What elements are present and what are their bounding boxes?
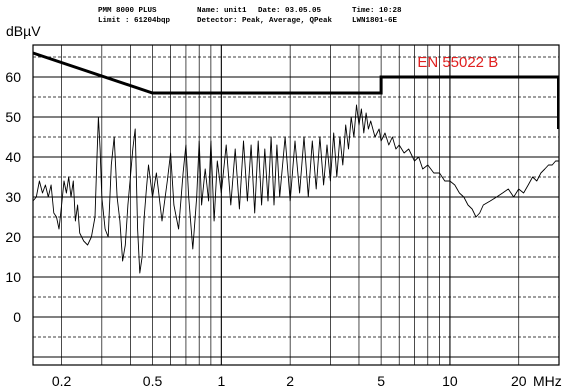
x-tick-label: 5 xyxy=(377,373,385,389)
y-tick-label: 50 xyxy=(5,109,21,125)
y-tick-label: 0 xyxy=(13,309,21,325)
x-tick-label: 10 xyxy=(442,373,458,389)
x-tick-label: 20 xyxy=(511,373,527,389)
y-tick-label: 10 xyxy=(5,269,21,285)
header-date: Date: 03.05.05 xyxy=(258,7,322,15)
header-detector: Detector: Peak, Average, QPeak xyxy=(197,17,333,25)
measurement-trace xyxy=(32,104,559,274)
header-name: Name: unit1 xyxy=(197,7,247,15)
y-tick-label: 40 xyxy=(5,149,21,165)
x-axis-unit-label: MHz xyxy=(533,373,562,389)
x-tick-label: 1 xyxy=(217,373,225,389)
x-tick-label: 0.5 xyxy=(143,373,163,389)
y-tick-label: 60 xyxy=(5,69,21,85)
trace-group xyxy=(32,104,559,274)
x-tick-label: 0.2 xyxy=(52,373,72,389)
header-device: LWN1801-6E xyxy=(352,17,398,25)
limit-label: EN 55022 B xyxy=(417,54,498,71)
y-tick-label: 20 xyxy=(5,229,21,245)
x-tick-label: 2 xyxy=(286,373,294,389)
y-axis-label: dBµV xyxy=(6,23,41,39)
limit-line-group xyxy=(32,51,559,129)
header-limit: Limit : 61204bqp xyxy=(98,17,171,25)
y-tick-labels: 0 10 20 30 40 50 60 xyxy=(5,69,21,325)
plot-frame xyxy=(32,44,560,366)
limit-line xyxy=(32,51,559,95)
header-time: Time: 10:28 xyxy=(352,7,402,15)
header-instrument: PMM 8000 PLUS xyxy=(98,7,157,15)
x-tick-labels: 0.2 0.5 1 2 5 10 20 xyxy=(52,373,527,389)
y-tick-label: 30 xyxy=(5,189,21,205)
